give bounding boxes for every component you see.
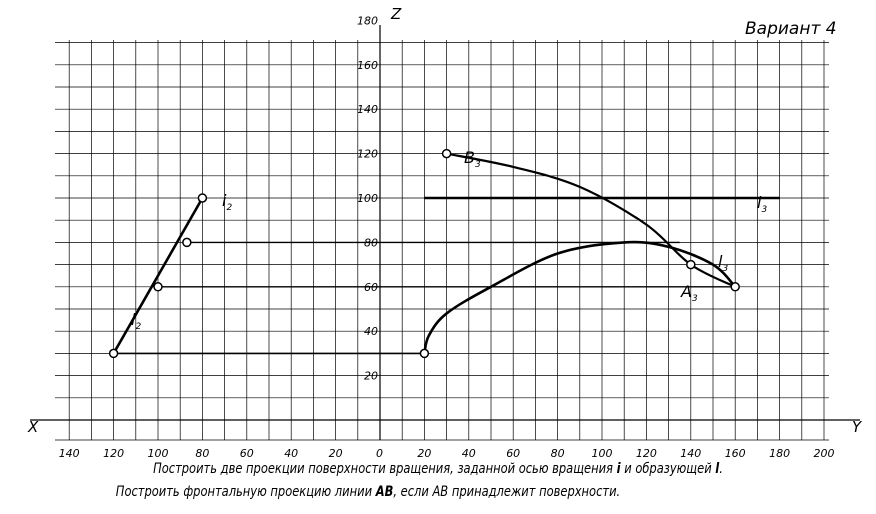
y-tick-label: 100 (592, 447, 613, 460)
x-tick-label: 100 (148, 447, 169, 460)
y-tick-label: 40 (462, 447, 476, 460)
profile-projection (419, 148, 780, 359)
y-tick-label: 60 (506, 447, 520, 460)
z-tick-label: 100 (357, 192, 378, 205)
frontal-point (197, 193, 208, 203)
x-tick-label: 20 (329, 447, 343, 460)
x-tick-label: 120 (103, 447, 124, 460)
grid (55, 40, 829, 441)
y-tick-label: 200 (814, 447, 835, 460)
label-l2: l2 (131, 310, 141, 332)
axis-i2-line (112, 197, 204, 355)
construction-lines (113, 241, 736, 355)
label-l3: l3 (718, 252, 728, 274)
y-tick-label: 140 (680, 447, 701, 460)
point-labels: i2 l2 B3 i3 l3 A3 (131, 148, 767, 332)
y-tick-label: 20 (417, 447, 431, 460)
point-A3 (686, 259, 696, 270)
label-i3: i3 (757, 193, 767, 215)
z-tick-label: 180 (357, 14, 378, 27)
task-line-1: Построить две проекции поверхности враще… (153, 461, 723, 477)
y-axis-label: Y (852, 418, 863, 436)
y-tick-labels: 20 40 60 80 100 120 140 160 180 200 (417, 447, 834, 460)
profile-start-point (419, 348, 430, 359)
frontal-projection (108, 193, 208, 359)
x-tick-label: 140 (59, 447, 80, 460)
point-B3 (441, 148, 452, 159)
y-tick-label: 80 (551, 447, 565, 460)
axes: Z X Y 0 (27, 5, 863, 460)
x-tick-label: 80 (195, 447, 209, 460)
generatrix-l3-curve (423, 240, 737, 354)
origin-label: 0 (376, 447, 383, 460)
x-axis-label: X (27, 418, 39, 436)
z-tick-label: 120 (357, 148, 378, 161)
x-tick-label: 40 (284, 447, 298, 460)
frontal-point (108, 348, 119, 359)
frontal-point (182, 237, 192, 248)
task-line-2: Построить фронтальную проекцию линии AB,… (115, 484, 621, 500)
z-tick-label: 140 (357, 103, 378, 116)
frontal-point (153, 282, 163, 292)
x-tick-labels: 140 120 100 80 60 40 20 (59, 447, 343, 460)
x-tick-label: 60 (240, 447, 254, 460)
z-tick-label: 160 (357, 59, 378, 72)
profile-end-point (730, 282, 740, 292)
z-tick-label: 40 (364, 325, 378, 338)
z-axis-label: Z (390, 5, 402, 23)
y-tick-label: 180 (769, 447, 790, 460)
z-tick-label: 20 (364, 370, 378, 383)
label-A3: A3 (680, 282, 698, 304)
y-tick-label: 160 (725, 447, 746, 460)
label-i2: i2 (222, 191, 232, 213)
label-B3: B3 (464, 148, 481, 170)
variant-title: Вариант 4 (745, 19, 837, 39)
y-tick-label: 120 (636, 447, 657, 460)
